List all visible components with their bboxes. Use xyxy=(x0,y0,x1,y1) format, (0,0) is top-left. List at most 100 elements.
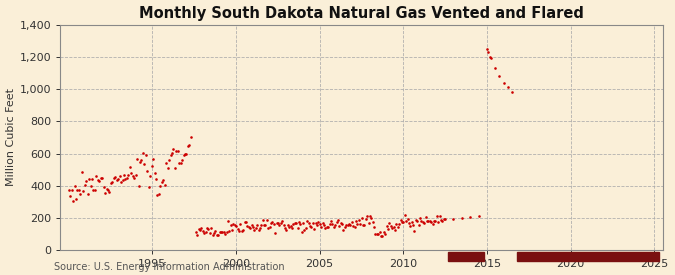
Point xyxy=(202,226,213,230)
Point xyxy=(309,227,320,232)
Point xyxy=(115,180,126,184)
Point xyxy=(260,223,271,227)
Point xyxy=(317,221,328,226)
Point xyxy=(148,157,159,161)
Point xyxy=(405,224,416,228)
Point xyxy=(231,224,242,229)
Point xyxy=(422,219,433,224)
Point xyxy=(81,179,92,183)
Point xyxy=(290,220,300,225)
Point xyxy=(315,222,325,227)
Point xyxy=(298,221,308,225)
Point xyxy=(140,153,151,157)
Point xyxy=(414,215,425,220)
Point xyxy=(100,191,111,195)
Point xyxy=(379,229,389,234)
Point xyxy=(337,222,348,227)
Point xyxy=(374,230,385,234)
Point xyxy=(186,134,196,139)
Point xyxy=(360,217,371,221)
Point xyxy=(410,218,421,222)
Point xyxy=(321,225,332,229)
Point xyxy=(261,217,272,222)
Point xyxy=(367,220,378,224)
Point xyxy=(490,66,501,70)
Point xyxy=(240,220,251,224)
Text: Source: U.S. Energy Information Administration: Source: U.S. Energy Information Administ… xyxy=(54,262,285,272)
Point xyxy=(356,216,367,220)
Point xyxy=(345,223,356,227)
Point xyxy=(120,177,131,181)
Point xyxy=(320,226,331,230)
Point xyxy=(242,224,253,228)
Point xyxy=(151,177,161,182)
Point xyxy=(344,222,354,227)
Point xyxy=(421,215,431,219)
Point xyxy=(437,219,448,223)
Point xyxy=(430,219,441,223)
Point xyxy=(358,223,369,227)
Point xyxy=(316,225,327,229)
Point xyxy=(398,219,409,224)
Point xyxy=(271,221,282,225)
Point xyxy=(412,218,423,223)
Point xyxy=(306,225,317,229)
Point xyxy=(104,189,115,194)
Point xyxy=(224,229,235,233)
Point xyxy=(331,220,342,224)
Point xyxy=(498,80,509,85)
Point xyxy=(167,151,178,155)
Point xyxy=(236,229,247,233)
Point xyxy=(239,220,250,224)
Point xyxy=(119,173,130,178)
Point xyxy=(388,225,399,229)
Point xyxy=(396,220,407,224)
Point xyxy=(327,222,338,226)
Point xyxy=(69,184,80,189)
Point xyxy=(380,232,391,236)
Point xyxy=(371,232,382,236)
Point xyxy=(232,227,243,232)
Point xyxy=(246,222,257,227)
Point xyxy=(366,216,377,220)
Point xyxy=(303,220,314,225)
Point xyxy=(244,224,254,229)
Point xyxy=(180,152,190,156)
Point xyxy=(416,219,427,224)
Point xyxy=(266,221,277,225)
Point xyxy=(465,215,476,219)
Point xyxy=(277,219,288,223)
Point xyxy=(312,223,323,227)
Point xyxy=(221,230,232,235)
Point xyxy=(299,228,310,233)
Point xyxy=(263,226,273,230)
Point xyxy=(439,217,450,221)
Point xyxy=(163,157,174,162)
Point xyxy=(284,225,294,229)
Point xyxy=(394,222,404,227)
Point xyxy=(155,183,166,188)
Point xyxy=(66,188,77,192)
Point xyxy=(238,228,248,233)
Point xyxy=(300,226,311,230)
Point xyxy=(206,226,217,230)
Point xyxy=(481,46,492,51)
Point xyxy=(194,228,205,233)
Point xyxy=(254,226,265,230)
Point xyxy=(307,221,318,226)
Point xyxy=(90,188,101,192)
Point xyxy=(350,219,361,223)
Point xyxy=(373,232,383,236)
Point xyxy=(215,230,226,234)
Point xyxy=(184,142,195,147)
Point xyxy=(136,158,147,162)
Point xyxy=(124,165,135,169)
Point xyxy=(103,188,113,192)
Point xyxy=(174,161,185,166)
Point xyxy=(406,219,417,224)
Point xyxy=(76,170,87,175)
Point xyxy=(342,222,353,227)
Point xyxy=(133,183,144,188)
Point xyxy=(385,223,396,228)
Point xyxy=(153,191,164,196)
